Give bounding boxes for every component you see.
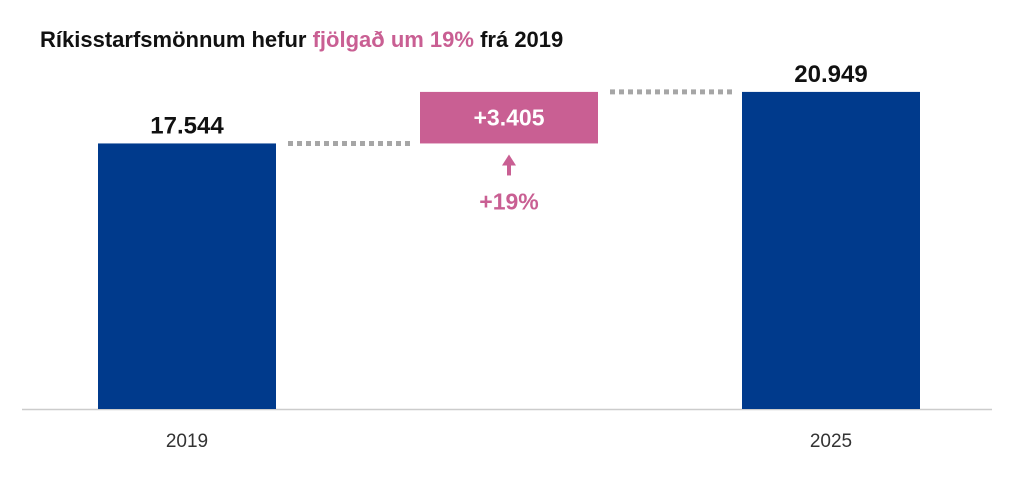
bar-increase <box>420 91 598 144</box>
chart-title: Ríkisstarfsmönnum hefur fjölgað um 19% f… <box>40 27 563 53</box>
title-highlight: fjölgað um 19% <box>312 27 474 52</box>
increase-arrow-head <box>502 154 516 166</box>
x-tick-label-2019: 2019 <box>166 431 208 452</box>
bar-2019 <box>98 143 276 409</box>
increase-percent-label: +19% <box>479 188 538 214</box>
value-label-increase: +3.405 <box>474 105 545 131</box>
title-prefix: Ríkisstarfsmönnum hefur <box>40 27 313 52</box>
title-suffix: frá 2019 <box>473 27 564 52</box>
value-label-2025: 20.949 <box>794 61 867 88</box>
x-tick-label-2025: 2025 <box>810 431 852 452</box>
value-label-2019: 17.544 <box>150 112 224 139</box>
bar-2025 <box>742 91 920 409</box>
